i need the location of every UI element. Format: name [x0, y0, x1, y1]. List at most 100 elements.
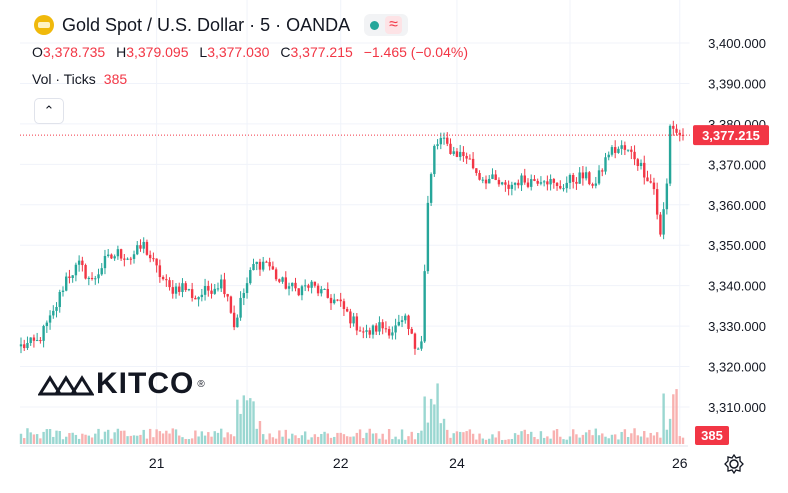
volume-bar: [371, 433, 375, 444]
volume-bar: [132, 435, 136, 444]
candle-body: [132, 254, 136, 259]
candle-body: [97, 274, 100, 279]
volume-bar: [32, 434, 36, 444]
candle-body: [255, 261, 258, 264]
candle-body: [552, 179, 556, 183]
candle-body: [575, 181, 578, 184]
volume-bar: [578, 437, 581, 444]
volume-bar: [129, 435, 132, 444]
candle-body: [207, 285, 210, 291]
x-tick-label: 21: [149, 455, 165, 471]
volume-bar: [203, 435, 207, 444]
candle-body: [226, 294, 229, 297]
volume-bar: [471, 433, 475, 444]
grid-layer: [20, 0, 691, 493]
volume-bar: [336, 432, 339, 444]
candle-body: [65, 276, 68, 291]
volume-bar: [562, 439, 565, 444]
volume-bar: [449, 437, 452, 444]
volume-bar: [433, 404, 436, 444]
volume-bar: [226, 432, 229, 444]
candle-body: [48, 315, 52, 323]
volume-bar: [630, 433, 633, 444]
gear-icon[interactable]: [724, 454, 744, 474]
candle-body: [446, 137, 449, 144]
volume-bar: [555, 429, 559, 444]
candle-body: [142, 241, 145, 249]
candle-body: [278, 279, 281, 282]
volume-bar: [681, 437, 685, 444]
candle-body: [210, 290, 213, 294]
volume-bar: [584, 432, 588, 444]
candle-body: [42, 326, 45, 341]
volume-bar: [265, 439, 268, 444]
volume-bar: [384, 439, 388, 444]
candle-body: [323, 288, 326, 290]
candle-body: [594, 183, 598, 186]
registered-mark: ®: [197, 378, 206, 390]
candle-body: [643, 162, 646, 178]
volume-bar: [591, 435, 594, 444]
volume-bar: [446, 429, 449, 444]
candle-body: [19, 344, 23, 347]
candle-body: [61, 290, 65, 292]
volume-bar: [362, 438, 365, 444]
volume-bar: [407, 436, 410, 444]
volume-bar: [329, 437, 333, 444]
candle-body: [74, 264, 78, 276]
volume-bar: [161, 433, 165, 444]
volume-bar: [35, 434, 39, 444]
close-value: 3,377.215: [290, 44, 353, 60]
volume-bar: [278, 430, 281, 444]
volume-bar: [662, 393, 665, 444]
candle-body: [310, 281, 313, 288]
candle-body: [420, 341, 423, 349]
volume-bar: [29, 432, 32, 444]
volume-bar: [284, 429, 287, 444]
volume-bar: [116, 428, 120, 444]
candle-body: [303, 285, 307, 287]
volume-bar: [42, 431, 45, 444]
candle-body: [158, 265, 162, 278]
volume-bar: [58, 431, 61, 444]
volume-bar: [74, 434, 78, 444]
candle-body: [568, 175, 572, 183]
candle-body: [258, 261, 262, 270]
open-label: O: [32, 44, 43, 60]
candle-body: [136, 245, 139, 255]
candle-body: [274, 269, 278, 280]
candle-body: [39, 340, 42, 342]
market-status-pill[interactable]: ≈: [364, 14, 408, 36]
candle-body: [161, 277, 165, 280]
candle-body: [413, 333, 417, 349]
candle-body: [213, 288, 216, 294]
collapse-legend-button[interactable]: ⌃: [34, 98, 64, 124]
candle-body: [77, 260, 81, 265]
candle-body: [455, 151, 459, 157]
volume-bar: [190, 438, 194, 444]
candle-body: [488, 178, 491, 184]
candle-body: [190, 289, 194, 298]
candle-body: [513, 182, 517, 185]
candle-body: [504, 182, 507, 185]
volume-bar: [565, 439, 568, 444]
volume-bar: [462, 432, 465, 444]
volume-tag-label: 385: [701, 428, 723, 443]
volume-bar: [23, 438, 26, 444]
volume-bar: [258, 421, 262, 444]
candle-body: [471, 158, 475, 169]
candle-body: [381, 322, 384, 329]
volume-bar: [391, 439, 394, 444]
candle-body: [584, 172, 588, 179]
y-tick-label: 3,340.000: [708, 279, 766, 294]
volume-bar: [239, 413, 242, 444]
volume-bar: [294, 435, 297, 444]
volume-bar: [310, 437, 313, 444]
volume-bar: [19, 433, 23, 444]
volume-bar: [213, 431, 216, 444]
volume-bar: [465, 431, 468, 444]
volume-bar: [394, 436, 397, 444]
volume-bar: [455, 431, 459, 444]
candle-body: [242, 293, 246, 298]
